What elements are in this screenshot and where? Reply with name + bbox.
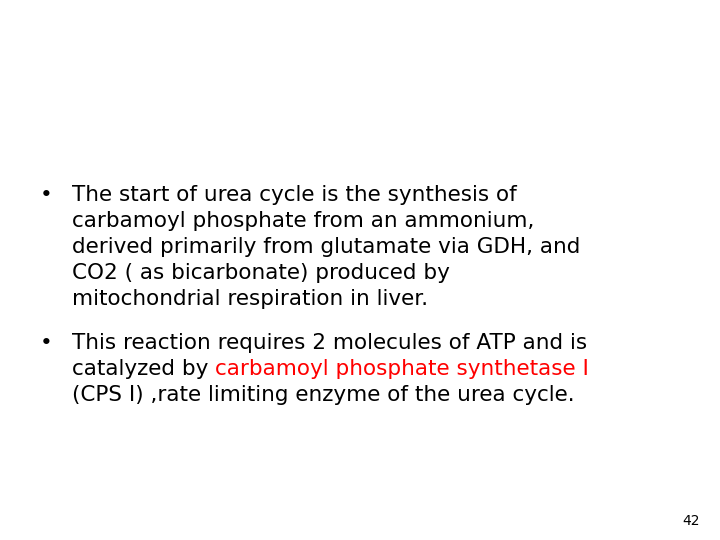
Text: CO2 ( as bicarbonate) produced by: CO2 ( as bicarbonate) produced by	[72, 263, 450, 283]
Text: derived primarily from glutamate via GDH, and: derived primarily from glutamate via GDH…	[72, 237, 580, 257]
Text: catalyzed by: catalyzed by	[72, 359, 215, 379]
Text: 42: 42	[683, 514, 700, 528]
Text: carbamoyl phosphate synthetase I: carbamoyl phosphate synthetase I	[215, 359, 589, 379]
Text: •: •	[40, 333, 53, 353]
Text: mitochondrial respiration in liver.: mitochondrial respiration in liver.	[72, 289, 428, 309]
Text: carbamoyl phosphate from an ammonium,: carbamoyl phosphate from an ammonium,	[72, 211, 534, 231]
Text: The start of urea cycle is the synthesis of: The start of urea cycle is the synthesis…	[72, 185, 517, 205]
Text: (CPS I) ,rate limiting enzyme of the urea cycle.: (CPS I) ,rate limiting enzyme of the ure…	[72, 385, 575, 405]
Text: This reaction requires 2 molecules of ATP and is: This reaction requires 2 molecules of AT…	[72, 333, 587, 353]
Text: •: •	[40, 185, 53, 205]
